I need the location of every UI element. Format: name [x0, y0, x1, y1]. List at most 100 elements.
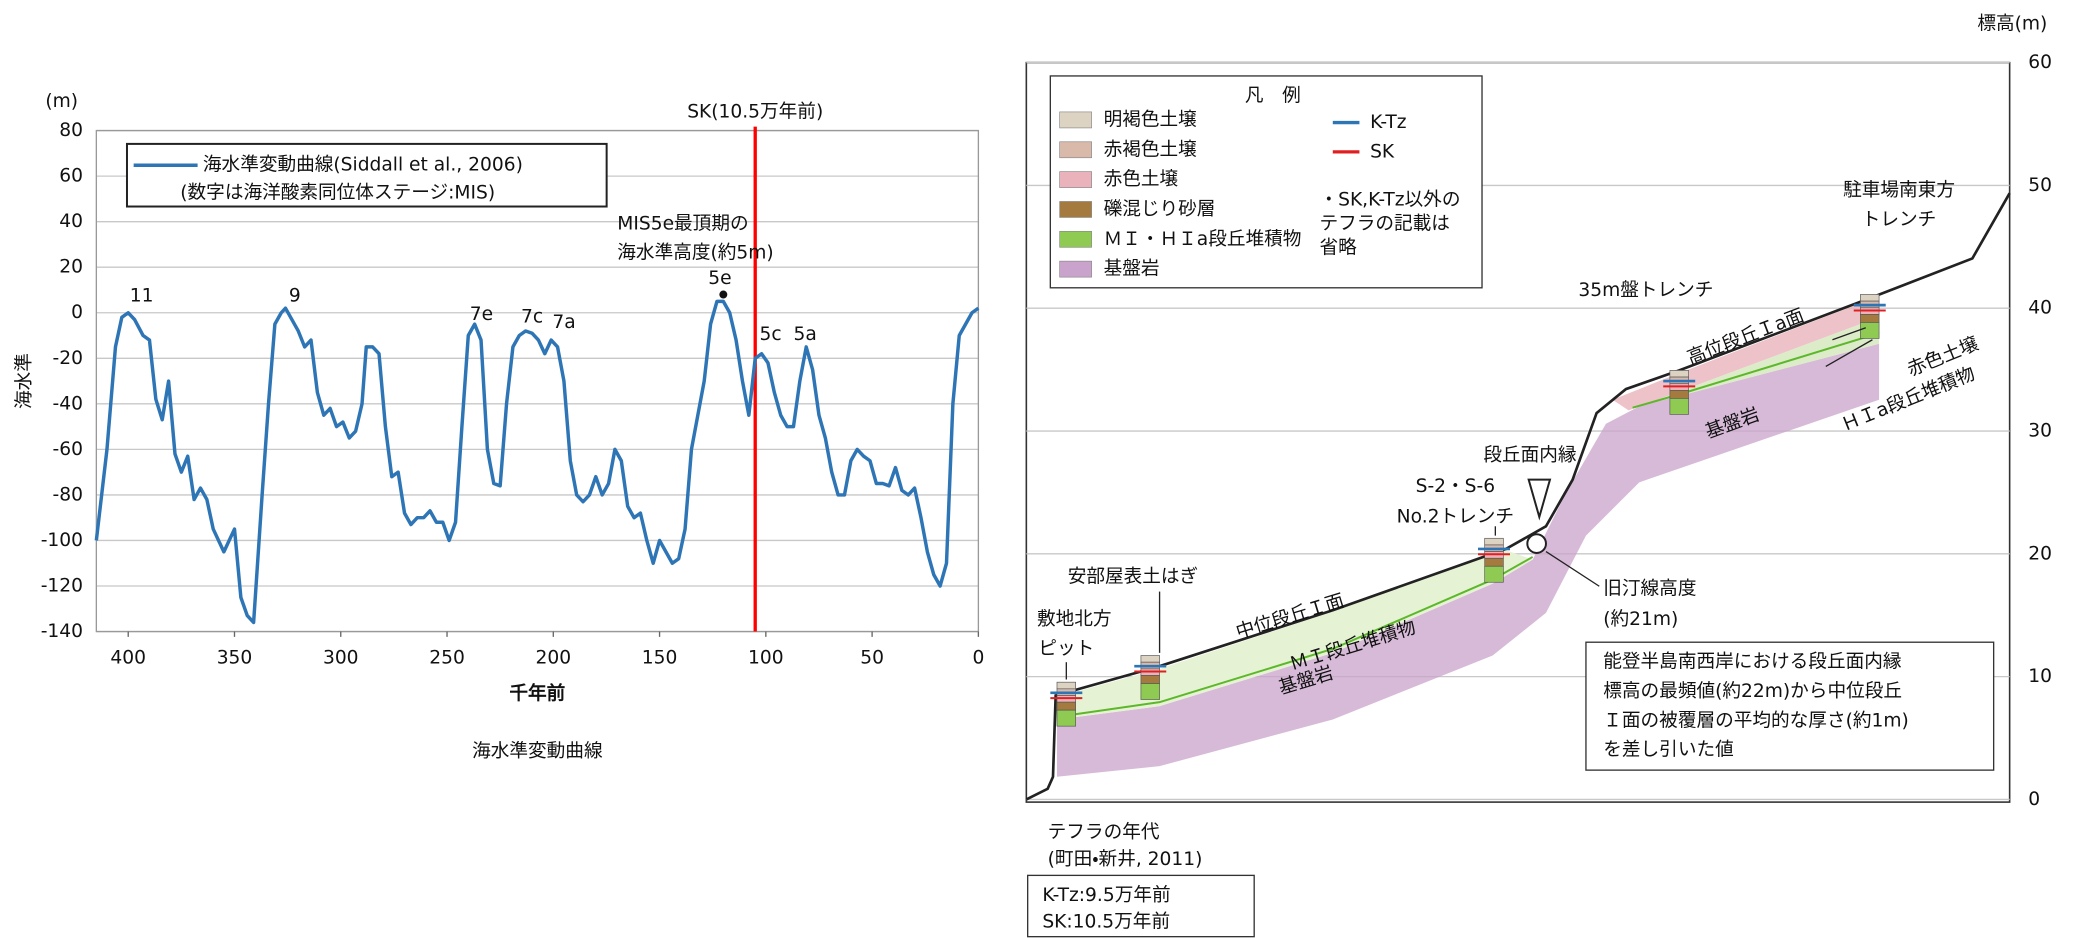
diagram-label: S-2・S-6 — [1416, 476, 1495, 497]
ground-surface — [1025, 192, 2011, 801]
sk-label: SK(10.5万年前) — [687, 101, 823, 122]
y-tick-label: 40 — [59, 211, 83, 232]
y-tick-label: 30 — [2028, 421, 2052, 442]
pit-layer — [1140, 683, 1160, 700]
pit-layer — [1484, 557, 1504, 567]
mis-label: 5e — [708, 268, 731, 289]
diagram-label: 安部屋表土はぎ — [1068, 566, 1198, 587]
legend-swatch — [1059, 260, 1092, 278]
legend-note: テフラの記載は — [1319, 213, 1449, 234]
mis-label: 7c — [521, 307, 543, 328]
tephra-title: (町田・新井, 2011) — [1048, 849, 1203, 870]
y-tick-label: 60 — [2028, 52, 2052, 73]
legend-box — [125, 142, 608, 208]
pit-layer — [1669, 390, 1689, 399]
note-line: 標高の最頻値(約22m)から中位段丘 — [1603, 681, 1902, 702]
legend-label: 海水準変動曲線(Siddall et al., 2006) — [203, 155, 523, 176]
tephra-box — [1027, 874, 1255, 938]
diagram-label: (約21m) — [1603, 609, 1678, 630]
legend-label: K-Tz — [1370, 112, 1406, 133]
peak-point — [719, 290, 728, 299]
legend-note: (数字は海洋酸素同位体ステージ:MIS) — [180, 183, 495, 204]
y-tick-label: 80 — [59, 120, 83, 141]
leader — [1545, 551, 1600, 587]
y-tick-label: -100 — [41, 530, 83, 551]
mis-label: 7a — [552, 312, 575, 333]
diagram-label: 敷地北方 — [1037, 609, 1112, 630]
x-tick-label: 150 — [642, 648, 678, 669]
y-tick-label: -60 — [53, 439, 83, 460]
mis-label: 5c — [759, 324, 781, 345]
chart-title: 海水準変動曲線 — [472, 741, 603, 762]
legend-label: ＭＩ・ＨＩa段丘堆積物 — [1104, 229, 1302, 250]
legend-label: 赤色土壌 — [1104, 169, 1179, 190]
y-tick-label: 60 — [59, 166, 83, 187]
legend-swatch — [1059, 230, 1092, 248]
legend-box — [1049, 75, 1483, 289]
legend-title: 凡 例 — [1245, 85, 1301, 106]
note-line: を差し引いた値 — [1603, 740, 1733, 761]
diagram-label: 駐車場南東方 — [1843, 180, 1955, 201]
x-tick-label: 50 — [860, 648, 884, 669]
x-tick-label: 300 — [323, 648, 359, 669]
mis-label: 5a — [794, 324, 817, 345]
y-axis-label: 標高(m) — [1977, 13, 2047, 34]
shoreline-point — [1526, 533, 1547, 554]
legend-swatch — [1059, 201, 1092, 218]
legend-label: 赤褐色土壌 — [1104, 139, 1198, 160]
diagram-label: ピット — [1038, 638, 1094, 659]
y-tick-label: 20 — [2028, 543, 2052, 564]
y-tick-label: 20 — [59, 257, 83, 278]
diagram-label: 旧汀線高度 — [1603, 578, 1696, 599]
pit-layer — [1860, 322, 1880, 339]
y-tick-label: -20 — [53, 348, 83, 369]
y-tick-label: 0 — [71, 302, 83, 323]
pit-layer — [1669, 398, 1689, 415]
y-tick-label: -140 — [41, 621, 83, 642]
plot-frame — [95, 129, 980, 633]
leader — [1825, 339, 1873, 367]
legend-label: 礫混じり砂層 — [1104, 199, 1216, 220]
diagram-label: トレンチ — [1862, 209, 1937, 230]
diagram-label: No.2トレンチ — [1397, 506, 1514, 527]
y-unit: (m) — [45, 91, 78, 112]
legend-swatch — [1059, 171, 1092, 188]
pit-layer — [1140, 655, 1160, 663]
mis-label: 11 — [130, 285, 154, 306]
x-tick-label: 250 — [429, 648, 465, 669]
terrace-deposit — [1056, 550, 1533, 720]
y-tick-label: 40 — [2028, 298, 2052, 319]
terrace-line — [1056, 556, 1534, 718]
legend-label: SK — [1370, 141, 1395, 162]
y-tick-label: -80 — [53, 484, 83, 505]
note-line: 能登半島南西岸における段丘面内縁 — [1603, 652, 1902, 673]
tephra-line: SK:10.5万年前 — [1042, 912, 1170, 933]
x-tick-label: 200 — [536, 648, 572, 669]
y-tick-label: 0 — [2028, 789, 2040, 810]
y-tick-label: -40 — [53, 393, 83, 414]
x-axis-label: 千年前 — [509, 683, 565, 705]
peak-note: 海水準高度(約5m) — [617, 243, 773, 264]
y-tick-label: 10 — [2028, 666, 2052, 687]
legend-swatch — [1059, 111, 1092, 129]
legend-note: ・SK,K-Tz以外の — [1319, 189, 1460, 210]
tephra-title: テフラの年代 — [1048, 822, 1160, 843]
legend-label: 基盤岩 — [1104, 259, 1160, 280]
y-axis-label: 海水準 — [14, 353, 35, 409]
x-tick-label: 0 — [972, 648, 984, 669]
x-tick-label: 350 — [217, 648, 253, 669]
pit-layer — [1860, 314, 1880, 323]
pit-layer — [1140, 675, 1160, 684]
peak-note: MIS5e最頂期の — [617, 213, 748, 234]
mis-label: 7e — [470, 304, 493, 325]
tephra-line: K-Tz:9.5万年前 — [1042, 885, 1170, 906]
x-tick-label: 100 — [748, 648, 784, 669]
pit-layer — [1669, 370, 1689, 378]
pit-layer — [1056, 681, 1076, 690]
note-box — [1585, 641, 1995, 771]
y-tick-label: 50 — [2028, 175, 2052, 196]
inner-edge-marker — [1527, 478, 1552, 521]
legend-label: 明褐色土壌 — [1104, 109, 1198, 130]
